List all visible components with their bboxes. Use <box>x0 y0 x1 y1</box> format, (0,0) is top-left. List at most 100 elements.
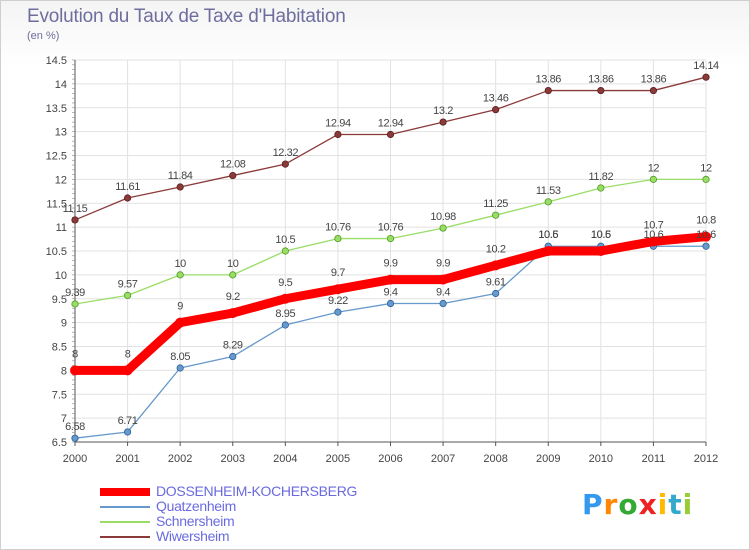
data-label: 13.86 <box>588 74 614 86</box>
data-label: 9.5 <box>278 277 292 289</box>
data-label: 11.61 <box>115 181 140 193</box>
data-point <box>334 234 342 243</box>
y-tick-label: 7 <box>61 413 67 425</box>
legend-label: Schnersheim <box>156 513 235 529</box>
data-point <box>702 73 710 81</box>
logo-letter: i <box>657 488 669 521</box>
data-point <box>597 86 605 95</box>
data-point <box>702 242 710 250</box>
x-tick-label: 2008 <box>483 453 507 465</box>
logo-letter: t <box>668 488 683 521</box>
y-tick-label: 13.5 <box>46 103 67 115</box>
y-tick-label: 12 <box>55 174 67 186</box>
y-tick-label: 14 <box>55 79 67 91</box>
y-tick-label: 9 <box>61 318 67 330</box>
data-label: 12.08 <box>220 159 246 171</box>
y-tick-label: 13 <box>55 127 67 139</box>
data-point <box>492 106 500 114</box>
data-label: 9.57 <box>118 278 138 290</box>
y-tick-label: 8.5 <box>52 342 67 354</box>
data-label: 11.84 <box>168 170 193 182</box>
data-point <box>544 198 552 206</box>
data-label: 6.71 <box>118 415 138 427</box>
data-label: 12.94 <box>325 117 351 129</box>
x-tick-label: 2003 <box>221 453 245 465</box>
x-tick-label: 2004 <box>273 453 297 465</box>
data-label: 12.94 <box>378 117 404 129</box>
data-label: 9.61 <box>486 276 506 288</box>
data-point <box>280 293 291 304</box>
data-point <box>229 271 237 279</box>
series-layer <box>70 73 711 442</box>
data-label: 9.22 <box>328 295 348 307</box>
data-point <box>281 160 289 168</box>
data-label: 12.32 <box>273 147 299 159</box>
data-label: 9.4 <box>436 287 450 299</box>
data-label: 10.76 <box>325 222 351 234</box>
data-label: 10.6 <box>644 229 664 241</box>
data-label: 10.98 <box>430 211 456 223</box>
x-tick-label: 2001 <box>115 453 139 465</box>
chart-title: Evolution du Taux de Taxe d'Habitation <box>27 6 346 27</box>
data-point <box>71 216 79 224</box>
x-tick-label: 2000 <box>63 453 87 465</box>
data-label: 10.76 <box>378 222 404 234</box>
data-point <box>71 434 79 442</box>
axes: 6.5 7 7.5 8 8.5 9 9.5 10 10.5 11 11.5 12 12.5 13 13.5 1… <box>46 55 719 465</box>
data-label: 8.29 <box>223 340 243 352</box>
data-label: 13.86 <box>535 74 561 86</box>
y-tick-label: 14.5 <box>46 55 67 67</box>
data-point <box>71 300 79 308</box>
data-point <box>386 234 395 243</box>
data-point <box>386 130 395 139</box>
data-point <box>176 364 184 372</box>
data-point <box>334 130 342 139</box>
data-label: 12 <box>648 162 660 174</box>
y-tick-label: 6.5 <box>52 437 67 449</box>
legend-swatch <box>100 536 150 538</box>
data-point <box>595 246 606 256</box>
data-label: 11.25 <box>483 198 508 210</box>
y-tick-label: 10.5 <box>46 246 67 258</box>
chart-subtitle: (en %) <box>27 30 60 42</box>
legend-swatch <box>100 488 150 496</box>
data-point <box>281 247 289 255</box>
data-point <box>492 289 500 298</box>
data-point <box>649 86 658 95</box>
data-label: 9.7 <box>331 267 345 279</box>
data-point <box>229 171 237 180</box>
data-label: 9.39 <box>65 287 85 299</box>
data-point <box>227 308 238 319</box>
data-label: 13.2 <box>433 105 453 117</box>
legend-label: DOSSENHEIM-KOCHERSBERG <box>156 483 358 499</box>
data-point <box>701 231 711 242</box>
logo-letter: i <box>682 488 694 521</box>
data-point <box>438 274 449 285</box>
proxiti-logo: Proxiti <box>582 488 693 521</box>
data-label: 11.82 <box>588 171 613 183</box>
data-point <box>175 317 186 328</box>
data-point <box>334 308 342 316</box>
x-tick-label: 2002 <box>168 453 192 465</box>
data-label: 8.95 <box>275 308 295 320</box>
y-tick-label: 10 <box>55 270 67 282</box>
data-label: 9.2 <box>226 291 240 303</box>
data-label: 9.4 <box>383 287 397 299</box>
data-label: 9 <box>177 301 183 313</box>
x-tick-label: 2009 <box>536 453 560 465</box>
logo-letter: P <box>582 488 604 521</box>
data-label: 13.46 <box>483 93 509 105</box>
data-point <box>439 224 447 232</box>
data-point <box>70 365 80 376</box>
data-point <box>176 271 184 279</box>
y-tick-label: 11 <box>56 222 67 234</box>
data-label: 6.58 <box>65 421 85 433</box>
y-tick-label: 9.5 <box>52 294 67 306</box>
data-label: 8 <box>72 348 78 360</box>
data-point <box>229 352 237 361</box>
y-tick-label: 12.5 <box>46 151 67 163</box>
data-label: 12 <box>700 162 712 174</box>
y-tick-label: 7.5 <box>52 389 67 401</box>
data-label: 10.5 <box>275 234 295 246</box>
